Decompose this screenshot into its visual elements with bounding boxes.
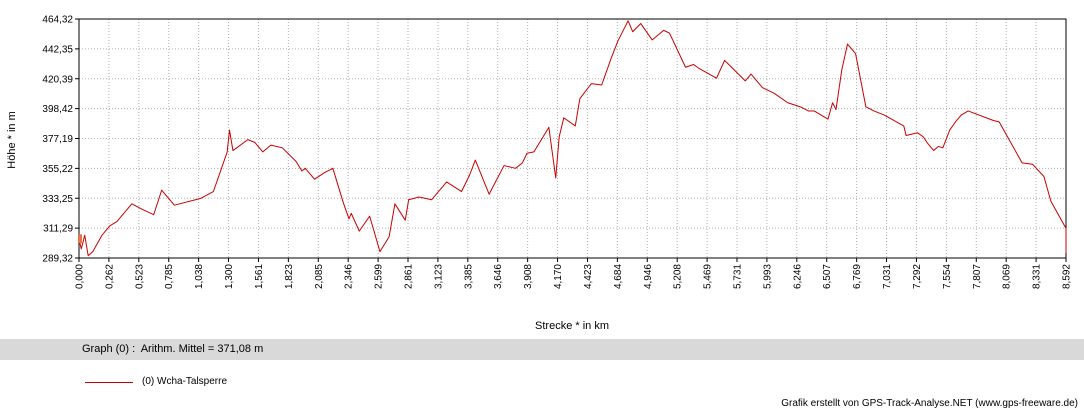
y-tick-label: 289,32 <box>42 254 73 265</box>
mean-elevation-stat: Graph (0) : Arithm. Mittel = 371,08 m <box>82 343 264 355</box>
x-tick-label: 5,731 <box>733 264 744 289</box>
x-tick-label: 6,507 <box>822 264 833 289</box>
plot-area-frame <box>78 18 1067 259</box>
x-tick-label: 2,861 <box>404 264 415 289</box>
credit-text: Grafik erstellt von GPS-Track-Analyse.NE… <box>781 398 1078 409</box>
x-tick-label: 8,592 <box>1062 264 1073 289</box>
x-tick-label: 0,523 <box>134 264 145 289</box>
x-tick-label: 8,331 <box>1032 264 1043 289</box>
y-axis-title: Höhe * in m <box>6 111 18 168</box>
x-tick-label: 7,807 <box>972 264 983 289</box>
x-tick-label: 0,262 <box>104 264 115 289</box>
x-tick-label: 4,170 <box>553 264 564 289</box>
y-tick-label: 333,25 <box>42 194 73 205</box>
x-tick-label: 5,208 <box>673 264 684 289</box>
y-tick-label: 398,42 <box>42 104 73 115</box>
x-tick-label: 1,300 <box>224 264 235 289</box>
x-tick-label: 5,469 <box>703 264 714 289</box>
x-tick-label: 8,069 <box>1002 264 1013 289</box>
x-tick-label: 1,823 <box>284 264 295 289</box>
x-tick-label: 1,038 <box>194 264 205 289</box>
track-start-marker <box>78 234 82 244</box>
y-tick-label: 355,22 <box>42 164 73 175</box>
x-tick-label: 4,946 <box>643 264 654 289</box>
y-tick-label: 442,35 <box>42 44 73 55</box>
elevation-series-line <box>78 20 1067 257</box>
x-tick-label: 7,292 <box>912 264 923 289</box>
x-tick-label: 0,000 <box>75 264 86 289</box>
x-tick-label: 3,385 <box>463 264 474 289</box>
x-tick-label: 2,599 <box>374 264 385 289</box>
legend-line-swatch <box>85 382 133 383</box>
chart-axes: 464,32 442,35 420,39 398,42 377,19 355,22 333,… <box>42 15 1072 290</box>
x-tick-label: 7,031 <box>882 264 893 289</box>
elevation-chart: 464,32 442,35 420,39 398,42 377,19 355,22 333,… <box>6 15 1073 333</box>
x-tick-label: 5,993 <box>762 264 773 289</box>
x-tick-label: 4,684 <box>613 264 624 289</box>
x-tick-label: 6,246 <box>792 264 803 289</box>
x-tick-label: 0,785 <box>164 264 175 289</box>
x-tick-label: 2,346 <box>344 264 355 289</box>
x-tick-label: 2,085 <box>314 264 325 289</box>
x-tick-label: 3,646 <box>493 264 504 289</box>
x-tick-label: 3,123 <box>433 264 444 289</box>
x-tick-label: 4,423 <box>583 264 594 289</box>
chart-series <box>78 20 1067 257</box>
stats-band <box>0 339 1084 360</box>
y-tick-label: 311,29 <box>43 224 73 235</box>
legend-label: (0) Wcha-Talsperre <box>142 376 228 387</box>
y-tick-label: 377,19 <box>42 134 73 145</box>
x-tick-label: 1,561 <box>254 264 265 289</box>
y-tick-label: 464,32 <box>42 15 73 26</box>
x-tick-label: 6,769 <box>852 264 863 289</box>
x-tick-label: 7,554 <box>942 264 953 289</box>
chart-grid <box>78 18 1067 259</box>
x-axis-title: Strecke * in km <box>535 320 609 332</box>
y-tick-label: 420,39 <box>42 74 73 85</box>
x-tick-label: 3,908 <box>523 264 534 289</box>
